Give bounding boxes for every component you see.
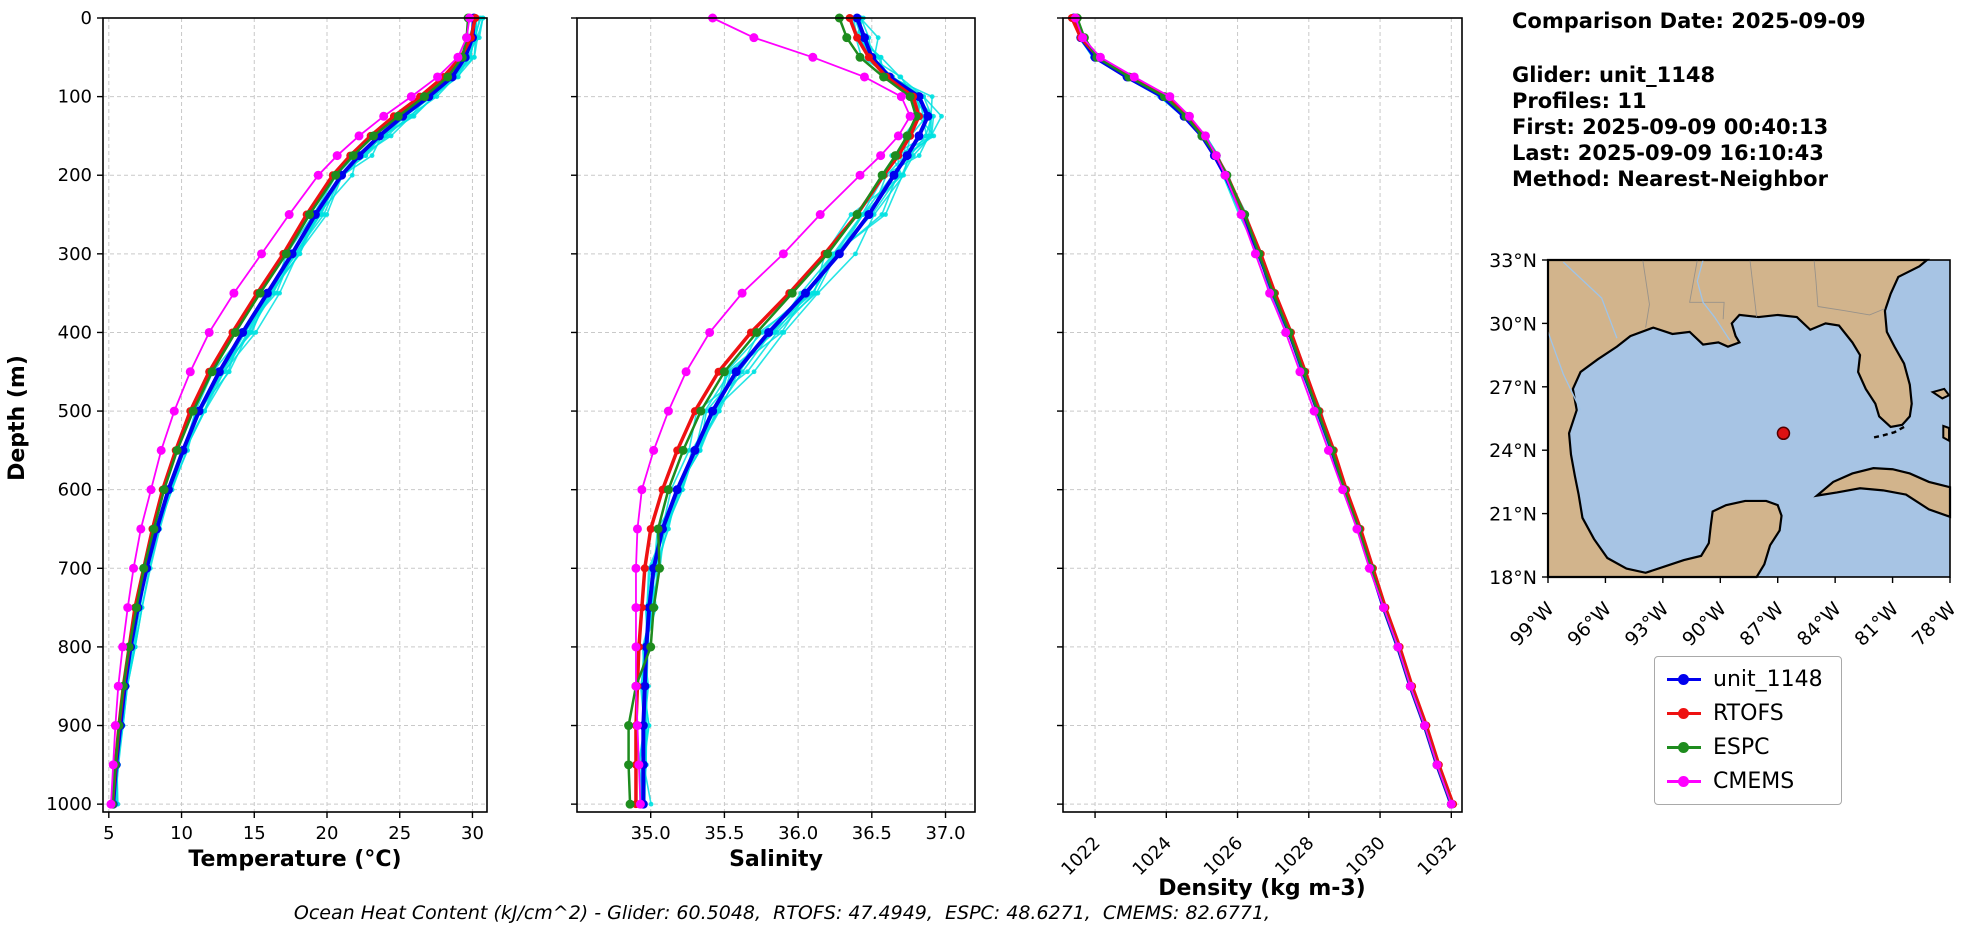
density-x-tick-label: 1028 bbox=[1271, 833, 1318, 880]
temperature-frame bbox=[102, 17, 488, 813]
temperature-x-tick-label: 20 bbox=[316, 823, 339, 844]
location-map: 33°N 30°N 27°N 24°N 21°N 18°N 99°W 96°W 93°W 90°W… bbox=[1489, 250, 1961, 651]
legend-label-cmems: CMEMS bbox=[1713, 769, 1795, 794]
salinity-panel: 35.0 35.5 36.0 36.5 37.0 bbox=[571, 13, 976, 844]
depth-tick-label: 800 bbox=[58, 637, 92, 658]
comparison-date: Comparison Date: 2025-09-09 bbox=[1512, 9, 1866, 33]
depth-tick-label: 1000 bbox=[46, 794, 92, 815]
density-x-tick-label: 1030 bbox=[1342, 833, 1389, 880]
map-lat-tick-label: 27°N bbox=[1489, 377, 1537, 399]
temperature-x-tick-label: 10 bbox=[170, 823, 193, 844]
map-lon-tick-label: 81°W bbox=[1850, 598, 1903, 651]
density-x-tick-label: 1026 bbox=[1200, 833, 1247, 880]
first-profile-time: First: 2025-09-09 00:40:13 bbox=[1512, 115, 1829, 139]
density-axis-label: Density (kg m-3) bbox=[1158, 876, 1366, 901]
depth-axis-label: Depth (m) bbox=[5, 355, 30, 481]
map-lon-tick-label: 93°W bbox=[1621, 598, 1674, 651]
glider-name: Glider: unit_1148 bbox=[1512, 63, 1716, 87]
legend-item-glider: unit_1148 bbox=[1667, 667, 1823, 692]
map-lon-tick-label: 90°W bbox=[1678, 598, 1731, 651]
legend-box: unit_1148 RTOFS ESPC CMEMS bbox=[1654, 656, 1842, 805]
salinity-axis-label: Salinity bbox=[729, 847, 823, 872]
state-border bbox=[1817, 306, 1886, 316]
density-panel: 1022 1024 1026 1028 1030 1032 bbox=[1057, 13, 1463, 880]
salinity-x-tick-label: 35.5 bbox=[704, 823, 744, 844]
state-border bbox=[1749, 259, 1758, 318]
density-x-tick-label: 1024 bbox=[1129, 833, 1176, 880]
map-lat-tick-label: 30°N bbox=[1489, 313, 1537, 335]
map-lon-tick-label: 84°W bbox=[1793, 598, 1846, 651]
map-lat-tick-label: 21°N bbox=[1489, 504, 1537, 526]
depth-tick-label: 700 bbox=[58, 558, 92, 579]
legend-marker-glider bbox=[1667, 672, 1701, 687]
legend-label-espc: ESPC bbox=[1713, 735, 1770, 760]
temperature-panel: 5 10 15 20 25 3001002003004005006007008009001… bbox=[46, 8, 488, 844]
ohc-caption: Ocean Heat Content (kJ/cm^2) - Glider: 6… bbox=[293, 902, 1271, 924]
island bbox=[1930, 387, 1951, 400]
legend-marker-rtofs bbox=[1667, 706, 1701, 721]
salinity-x-tick-label: 35.0 bbox=[631, 823, 671, 844]
depth-tick-label: 200 bbox=[58, 165, 92, 186]
legend-label-rtofs: RTOFS bbox=[1713, 701, 1784, 726]
river bbox=[1562, 261, 1618, 339]
glider-raw-profile bbox=[643, 17, 928, 805]
map-lat-tick-label: 33°N bbox=[1489, 250, 1537, 272]
salinity-x-tick-label: 37.0 bbox=[925, 823, 965, 844]
last-profile-time: Last: 2025-09-09 16:10:43 bbox=[1512, 141, 1824, 165]
temperature-x-tick-label: 25 bbox=[388, 823, 411, 844]
temperature-x-tick-label: 15 bbox=[243, 823, 266, 844]
depth-tick-label: 400 bbox=[58, 322, 92, 343]
salinity-frame bbox=[576, 17, 976, 813]
temperature-axis-label: Temperature (°C) bbox=[188, 847, 401, 872]
legend-item-cmems: CMEMS bbox=[1667, 769, 1823, 794]
state-border bbox=[1689, 259, 1725, 320]
river bbox=[1547, 331, 1582, 411]
depth-tick-label: 900 bbox=[58, 716, 92, 737]
profiles-count: Profiles: 11 bbox=[1512, 89, 1647, 113]
depth-tick-label: 100 bbox=[58, 87, 92, 108]
density-frame bbox=[1062, 17, 1463, 813]
temperature-x-tick-label: 30 bbox=[461, 823, 484, 844]
florida-keys bbox=[1873, 425, 1905, 439]
map-lon-tick-label: 78°W bbox=[1908, 598, 1961, 651]
method-label: Method: Nearest-Neighbor bbox=[1512, 167, 1828, 191]
legend-marker-cmems bbox=[1667, 774, 1701, 789]
legend-label-glider: unit_1148 bbox=[1713, 667, 1823, 692]
map-lon-tick-label: 99°W bbox=[1506, 598, 1559, 651]
info-spacer bbox=[1512, 34, 1982, 62]
depth-tick-label: 300 bbox=[58, 244, 92, 265]
depth-tick-label: 600 bbox=[58, 480, 92, 501]
depth-tick-label: 500 bbox=[58, 401, 92, 422]
map-lat-tick-label: 24°N bbox=[1489, 440, 1537, 462]
temperature-x-tick-label: 5 bbox=[103, 823, 114, 844]
legend-item-espc: ESPC bbox=[1667, 735, 1823, 760]
density-x-tick-label: 1022 bbox=[1057, 833, 1104, 880]
legend-item-rtofs: RTOFS bbox=[1667, 701, 1823, 726]
map-lon-tick-label: 87°W bbox=[1736, 598, 1789, 651]
map-lat-tick-label: 18°N bbox=[1489, 567, 1537, 589]
mainland-landmass bbox=[1546, 258, 1931, 579]
map-lon-tick-label: 96°W bbox=[1563, 598, 1616, 651]
series-CMEMS-temperature-line bbox=[110, 17, 471, 805]
map-frame bbox=[1547, 259, 1951, 578]
depth-tick-label: 0 bbox=[81, 8, 92, 29]
salinity-x-tick-label: 36.5 bbox=[852, 823, 892, 844]
river bbox=[1696, 259, 1731, 341]
legend-marker-espc bbox=[1667, 740, 1701, 755]
glider-position-marker bbox=[1776, 426, 1791, 441]
comparison-info-panel: Comparison Date: 2025-09-09 Glider: unit… bbox=[1512, 8, 1982, 192]
density-x-tick-label: 1032 bbox=[1414, 833, 1461, 880]
island bbox=[1942, 424, 1951, 443]
salinity-x-tick-label: 36.0 bbox=[778, 823, 818, 844]
state-border bbox=[1642, 259, 1650, 328]
state-border bbox=[1813, 259, 1819, 307]
